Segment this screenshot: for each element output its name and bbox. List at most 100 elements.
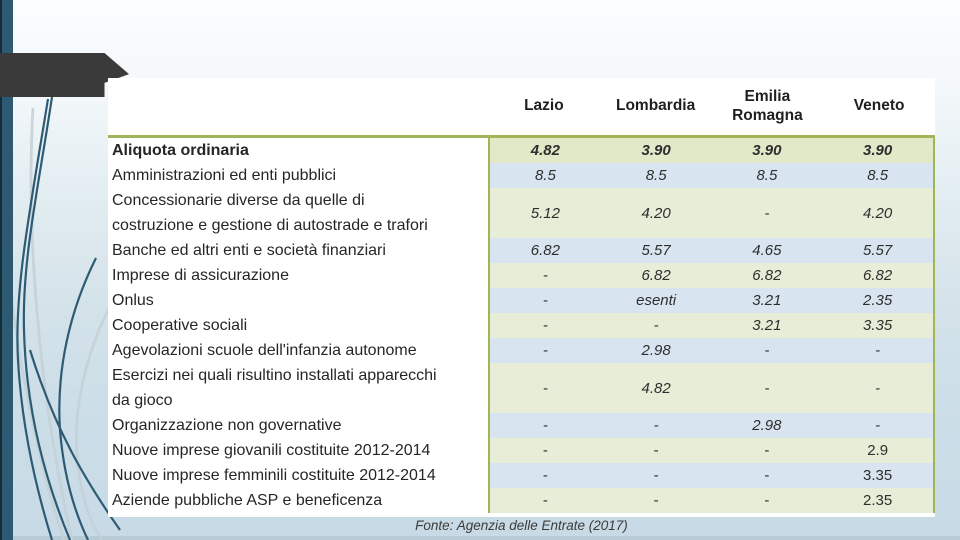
value-cell: 6.82 bbox=[863, 267, 893, 284]
value-cell: - bbox=[542, 267, 548, 284]
regional-tax-table: Lazio Lombardia Emilia Romagna Veneto Aliqu… bbox=[108, 78, 935, 517]
left-accent-bar bbox=[0, 0, 13, 540]
value-cell: - bbox=[653, 317, 659, 334]
value-cell: - bbox=[542, 467, 548, 484]
column-header: Lazio bbox=[524, 97, 564, 115]
value-cell: 8.5 bbox=[756, 167, 778, 184]
value-cell: 5.57 bbox=[641, 242, 671, 259]
row-label: Onlus bbox=[108, 288, 488, 313]
value-cell: 4.20 bbox=[641, 204, 671, 222]
row-values: 5.12 4.20 - 4.20 bbox=[488, 188, 935, 238]
value-cell: 8.5 bbox=[867, 167, 889, 184]
value-cell: - bbox=[875, 379, 881, 397]
table-row: Agevolazioni scuole dell'infanzia autono… bbox=[108, 338, 935, 363]
value-cell: - bbox=[764, 204, 770, 222]
row-label: Banche ed altri enti e società finanziar… bbox=[108, 238, 488, 263]
table-row: Concessionarie diverse da quelle di cost… bbox=[108, 188, 935, 238]
row-values: - - - 2.35 bbox=[488, 488, 935, 513]
value-cell: - bbox=[764, 492, 770, 509]
column-header: Veneto bbox=[853, 97, 905, 115]
column-header: Lombardia bbox=[616, 97, 696, 115]
row-label: Aliquota ordinaria bbox=[108, 138, 488, 163]
table-row: Aliquota ordinaria 4.82 3.90 3.90 3.90 bbox=[108, 138, 935, 163]
table-row: Imprese di assicurazione - 6.82 6.82 6.82 bbox=[108, 263, 935, 288]
row-label: Concessionarie diverse da quelle di cost… bbox=[108, 188, 488, 238]
row-label: Esercizi nei quali risultino installati … bbox=[108, 363, 488, 413]
row-label: Organizzazione non governative bbox=[108, 413, 488, 438]
row-values: 6.82 5.57 4.65 5.57 bbox=[488, 238, 935, 263]
value-cell: 4.82 bbox=[530, 142, 560, 159]
value-cell: 2.9 bbox=[867, 442, 889, 459]
value-cell: - bbox=[542, 442, 548, 459]
row-values: 4.82 3.90 3.90 3.90 bbox=[488, 138, 935, 163]
table-row: Aziende pubbliche ASP e beneficenza - - - 2.… bbox=[108, 488, 935, 513]
value-cell: 8.5 bbox=[534, 167, 556, 184]
value-cell: - bbox=[875, 417, 881, 434]
bottom-edge-strip bbox=[0, 536, 960, 540]
value-cell: - bbox=[542, 417, 548, 434]
value-cell: 5.12 bbox=[530, 204, 560, 222]
source-note: Fonte: Agenzia delle Entrate (2017) bbox=[415, 518, 628, 533]
table-row: Nuove imprese femminili costituite 2012-… bbox=[108, 463, 935, 488]
value-cell: 4.20 bbox=[863, 204, 893, 222]
value-cell: - bbox=[653, 417, 659, 434]
value-cell: - bbox=[764, 467, 770, 484]
row-values: - - - 2.9 bbox=[488, 438, 935, 463]
column-header: Emilia Romagna bbox=[732, 88, 803, 124]
row-label: Agevolazioni scuole dell'infanzia autono… bbox=[108, 338, 488, 363]
table-header-row: Lazio Lombardia Emilia Romagna Veneto bbox=[108, 78, 935, 135]
row-values: - - 3.21 3.35 bbox=[488, 313, 935, 338]
value-cell: - bbox=[764, 342, 770, 359]
table-row: Banche ed altri enti e società finanziar… bbox=[108, 238, 935, 263]
row-values: 8.5 8.5 8.5 8.5 bbox=[488, 163, 935, 188]
value-cell: 3.21 bbox=[752, 292, 782, 309]
table-row: Cooperative sociali - - 3.21 3.35 bbox=[108, 313, 935, 338]
row-label: Imprese di assicurazione bbox=[108, 263, 488, 288]
value-cell: esenti bbox=[636, 292, 677, 309]
value-cell: 8.5 bbox=[645, 167, 667, 184]
value-cell: - bbox=[542, 492, 548, 509]
row-values: - - - 3.35 bbox=[488, 463, 935, 488]
value-cell: 3.35 bbox=[863, 467, 893, 484]
value-cell: 6.82 bbox=[641, 267, 671, 284]
value-cell: 5.57 bbox=[863, 242, 893, 259]
table-row: Nuove imprese giovanili costituite 2012-… bbox=[108, 438, 935, 463]
value-cell: - bbox=[653, 492, 659, 509]
value-cell: 2.35 bbox=[863, 292, 893, 309]
row-label: Nuove imprese giovanili costituite 2012-… bbox=[108, 438, 488, 463]
row-values: - 6.82 6.82 6.82 bbox=[488, 263, 935, 288]
row-label: Amministrazioni ed enti pubblici bbox=[108, 163, 488, 188]
value-cell: - bbox=[542, 379, 548, 397]
value-cell: - bbox=[653, 467, 659, 484]
value-cell: 4.82 bbox=[641, 379, 671, 397]
value-cell: - bbox=[653, 442, 659, 459]
value-cell: 3.35 bbox=[863, 317, 893, 334]
value-cell: 2.35 bbox=[863, 492, 893, 509]
table-top-border bbox=[108, 135, 935, 138]
value-cell: 4.65 bbox=[752, 242, 782, 259]
value-cell: 3.90 bbox=[641, 142, 671, 159]
value-cell: - bbox=[764, 379, 770, 397]
value-cell: 6.82 bbox=[530, 242, 560, 259]
value-cell: 3.21 bbox=[752, 317, 782, 334]
row-values: - esenti 3.21 2.35 bbox=[488, 288, 935, 313]
row-values: - 4.82 - - bbox=[488, 363, 935, 413]
table-row: Organizzazione non governative - - 2.98 - bbox=[108, 413, 935, 438]
row-label: Aziende pubbliche ASP e beneficenza bbox=[108, 488, 488, 513]
value-cell: 3.90 bbox=[863, 142, 893, 159]
table-row: Onlus - esenti 3.21 2.35 bbox=[108, 288, 935, 313]
value-cell: - bbox=[875, 342, 881, 359]
value-cell: - bbox=[764, 442, 770, 459]
table-body: Aliquota ordinaria 4.82 3.90 3.90 3.90 Ammini… bbox=[108, 138, 935, 513]
value-cell: 6.82 bbox=[752, 267, 782, 284]
value-cell: 2.98 bbox=[752, 417, 782, 434]
row-label: Cooperative sociali bbox=[108, 313, 488, 338]
table-row: Amministrazioni ed enti pubblici 8.5 8.5 8.… bbox=[108, 163, 935, 188]
row-values: - - 2.98 - bbox=[488, 413, 935, 438]
table-row: Esercizi nei quali risultino installati … bbox=[108, 363, 935, 413]
value-cell: - bbox=[542, 292, 548, 309]
row-values: - 2.98 - - bbox=[488, 338, 935, 363]
value-cell: 2.98 bbox=[641, 342, 671, 359]
row-label: Nuove imprese femminili costituite 2012-… bbox=[108, 463, 488, 488]
